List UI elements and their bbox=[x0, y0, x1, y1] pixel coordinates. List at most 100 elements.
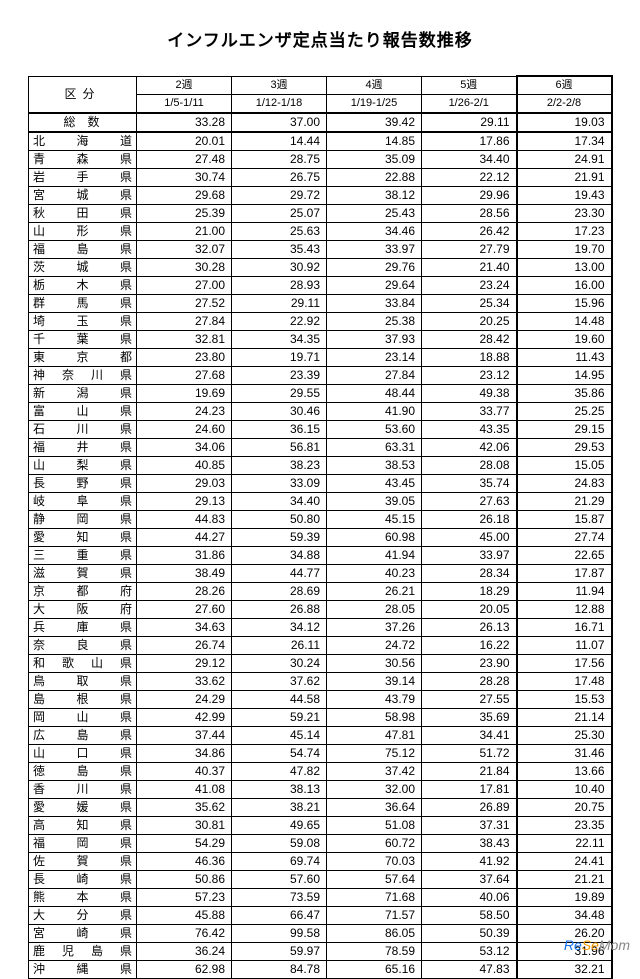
table-row: 広島県37.4445.1447.8134.4125.30 bbox=[29, 727, 612, 745]
cell-value: 45.00 bbox=[422, 529, 517, 547]
cell-value: 22.88 bbox=[327, 169, 422, 187]
cell-value: 18.88 bbox=[422, 349, 517, 367]
cell-value: 14.95 bbox=[517, 367, 612, 385]
prefecture-name: 宮崎県 bbox=[29, 925, 137, 943]
prefecture-name: 山梨県 bbox=[29, 457, 137, 475]
cell-value: 29.12 bbox=[137, 655, 232, 673]
cell-value: 31.86 bbox=[137, 547, 232, 565]
cell-value: 34.40 bbox=[232, 493, 327, 511]
cell-value: 30.56 bbox=[327, 655, 422, 673]
table-row: 富山県24.2330.4641.9033.7725.25 bbox=[29, 403, 612, 421]
header-week-range: 1/26-2/1 bbox=[422, 95, 517, 114]
cell-value: 17.48 bbox=[517, 673, 612, 691]
cell-value: 25.34 bbox=[422, 295, 517, 313]
prefecture-name: 福井県 bbox=[29, 439, 137, 457]
prefecture-name: 大阪府 bbox=[29, 601, 137, 619]
cell-value: 35.43 bbox=[232, 241, 327, 259]
cell-value: 22.65 bbox=[517, 547, 612, 565]
cell-value: 60.98 bbox=[327, 529, 422, 547]
cell-value: 37.93 bbox=[327, 331, 422, 349]
watermark-se: Se bbox=[582, 937, 599, 953]
cell-value: 24.41 bbox=[517, 853, 612, 871]
cell-value: 14.85 bbox=[327, 132, 422, 151]
cell-value: 34.46 bbox=[327, 223, 422, 241]
table-row: 三重県31.8634.8841.9433.9722.65 bbox=[29, 547, 612, 565]
cell-value: 71.57 bbox=[327, 907, 422, 925]
cell-value: 37.42 bbox=[327, 763, 422, 781]
cell-value: 24.29 bbox=[137, 691, 232, 709]
cell-value: 25.63 bbox=[232, 223, 327, 241]
cell-value: 32.00 bbox=[327, 781, 422, 799]
cell-value: 38.53 bbox=[327, 457, 422, 475]
cell-value: 29.64 bbox=[327, 277, 422, 295]
cell-value: 34.86 bbox=[137, 745, 232, 763]
table-row: 大阪府27.6026.8828.0520.0512.88 bbox=[29, 601, 612, 619]
cell-value: 21.40 bbox=[422, 259, 517, 277]
cell-value: 17.81 bbox=[422, 781, 517, 799]
prefecture-name: 大分県 bbox=[29, 907, 137, 925]
cell-value: 41.92 bbox=[422, 853, 517, 871]
cell-value: 33.97 bbox=[327, 241, 422, 259]
cell-value: 43.79 bbox=[327, 691, 422, 709]
watermark: ReSeMom bbox=[564, 937, 630, 953]
prefecture-name: 兵庫県 bbox=[29, 619, 137, 637]
cell-value: 62.98 bbox=[137, 961, 232, 979]
cell-value: 49.38 bbox=[422, 385, 517, 403]
cell-value: 22.11 bbox=[517, 835, 612, 853]
cell-value: 36.24 bbox=[137, 943, 232, 961]
cell-value: 26.89 bbox=[422, 799, 517, 817]
cell-value: 27.68 bbox=[137, 367, 232, 385]
cell-value: 28.05 bbox=[327, 601, 422, 619]
prefecture-name: 三重県 bbox=[29, 547, 137, 565]
table-row: 北海道20.0114.4414.8517.8617.34 bbox=[29, 132, 612, 151]
cell-value: 45.15 bbox=[327, 511, 422, 529]
cell-value: 35.62 bbox=[137, 799, 232, 817]
cell-value: 40.23 bbox=[327, 565, 422, 583]
table-row: 岐阜県29.1334.4039.0527.6321.29 bbox=[29, 493, 612, 511]
cell-value: 26.11 bbox=[232, 637, 327, 655]
cell-value: 19.89 bbox=[517, 889, 612, 907]
table-row: 鳥取県33.6237.6239.1428.2817.48 bbox=[29, 673, 612, 691]
cell-value: 41.08 bbox=[137, 781, 232, 799]
cell-value: 19.60 bbox=[517, 331, 612, 349]
cell-value: 15.96 bbox=[517, 295, 612, 313]
cell-value: 34.35 bbox=[232, 331, 327, 349]
prefecture-name: 山形県 bbox=[29, 223, 137, 241]
table-row: 岡山県42.9959.2158.9835.6921.14 bbox=[29, 709, 612, 727]
table-row: 青森県27.4828.7535.0934.4024.91 bbox=[29, 151, 612, 169]
cell-value: 39.05 bbox=[327, 493, 422, 511]
prefecture-name: 千葉県 bbox=[29, 331, 137, 349]
cell-value: 38.12 bbox=[327, 187, 422, 205]
cell-value: 29.15 bbox=[517, 421, 612, 439]
cell-value: 24.72 bbox=[327, 637, 422, 655]
cell-value: 16.22 bbox=[422, 637, 517, 655]
prefecture-name: 岡山県 bbox=[29, 709, 137, 727]
cell-value: 11.43 bbox=[517, 349, 612, 367]
prefecture-name: 熊本県 bbox=[29, 889, 137, 907]
cell-value: 26.75 bbox=[232, 169, 327, 187]
cell-value: 36.15 bbox=[232, 421, 327, 439]
cell-value: 29.13 bbox=[137, 493, 232, 511]
cell-value: 28.93 bbox=[232, 277, 327, 295]
page-title: インフルエンザ定点当たり報告数推移 bbox=[28, 26, 612, 51]
table-row: 石川県24.6036.1553.6043.3529.15 bbox=[29, 421, 612, 439]
cell-value: 15.87 bbox=[517, 511, 612, 529]
cell-value: 54.29 bbox=[137, 835, 232, 853]
watermark-mom: Mom bbox=[599, 937, 630, 953]
prefecture-name: 茨城県 bbox=[29, 259, 137, 277]
cell-value: 30.24 bbox=[232, 655, 327, 673]
cell-value: 29.76 bbox=[327, 259, 422, 277]
cell-value: 50.86 bbox=[137, 871, 232, 889]
total-value: 19.03 bbox=[517, 113, 612, 132]
cell-value: 48.44 bbox=[327, 385, 422, 403]
cell-value: 38.43 bbox=[422, 835, 517, 853]
total-value: 29.11 bbox=[422, 113, 517, 132]
cell-value: 21.91 bbox=[517, 169, 612, 187]
prefecture-name: 富山県 bbox=[29, 403, 137, 421]
table-row: 山形県21.0025.6334.4626.4217.23 bbox=[29, 223, 612, 241]
cell-value: 12.88 bbox=[517, 601, 612, 619]
prefecture-name: 埼玉県 bbox=[29, 313, 137, 331]
cell-value: 43.45 bbox=[327, 475, 422, 493]
cell-value: 38.49 bbox=[137, 565, 232, 583]
table-row: 栃木県27.0028.9329.6423.2416.00 bbox=[29, 277, 612, 295]
